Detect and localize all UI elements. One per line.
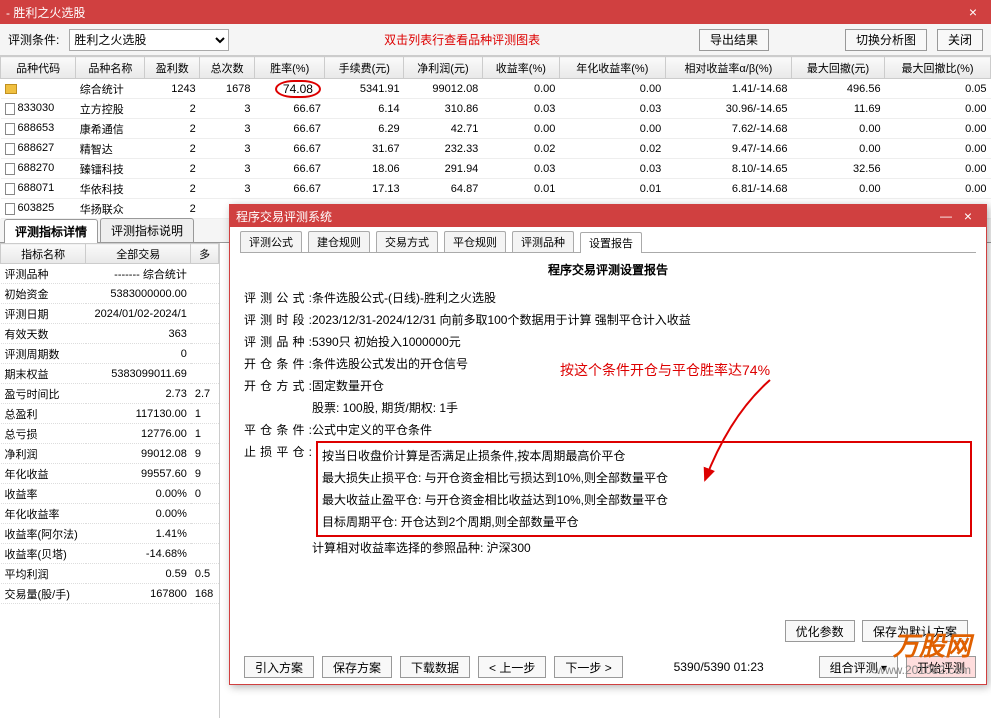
col-header[interactable]: 手续费(元) bbox=[325, 57, 404, 79]
watermark-logo: 万股网 bbox=[876, 626, 971, 663]
watermark: 万股网 www.201082.com bbox=[876, 626, 971, 677]
file-icon bbox=[5, 203, 15, 215]
metric-row: 年化收益率0.00% bbox=[1, 504, 219, 524]
annotation-arrow-icon bbox=[700, 375, 780, 495]
col-header[interactable]: 相对收益率α/β(%) bbox=[665, 57, 791, 79]
metric-row: 净利润99012.089 bbox=[1, 444, 219, 464]
dialog-tab[interactable]: 设置报告 bbox=[580, 232, 642, 253]
tab-desc[interactable]: 评测指标说明 bbox=[100, 218, 194, 242]
result-table: 品种代码品种名称盈利数总次数胜率(%)手续费(元)净利润(元)收益率(%)年化收… bbox=[0, 56, 991, 219]
stop-label: 止损平仓: bbox=[244, 441, 312, 537]
window-title: - 胜利之火选股 bbox=[6, 4, 961, 21]
toolbar-hint: 双击列表行查看品种评测图表 bbox=[235, 31, 689, 48]
dialog-tab[interactable]: 评测品种 bbox=[512, 231, 574, 252]
metric-row: 有效天数363 bbox=[1, 324, 219, 344]
file-icon bbox=[5, 143, 15, 155]
metric-row: 评测周期数0 bbox=[1, 344, 219, 364]
metric-row: 年化收益99557.609 bbox=[1, 464, 219, 484]
dialog-tab[interactable]: 建仓规则 bbox=[308, 231, 370, 252]
folder-icon bbox=[5, 84, 17, 94]
stop-rule: 最大收益止盈平仓: 与开仓资金相比收益达到10%,则全部数量平仓 bbox=[322, 489, 966, 511]
window-titlebar: - 胜利之火选股 × bbox=[0, 0, 991, 24]
dialog-tab[interactable]: 交易方式 bbox=[376, 231, 438, 252]
report-title: 程序交易评测设置报告 bbox=[244, 259, 972, 281]
metric-row: 平均利润0.590.5 bbox=[1, 564, 219, 584]
metric-row: 收益率0.00%0 bbox=[1, 484, 219, 504]
file-icon bbox=[5, 123, 15, 135]
settings-dialog: 程序交易评测系统 — × 评测公式建仓规则交易方式平仓规则评测品种设置报告 程序… bbox=[229, 204, 987, 685]
dialog-close-button[interactable]: × bbox=[956, 208, 980, 224]
switch-chart-button[interactable]: 切换分析图 bbox=[845, 29, 927, 51]
col-header[interactable]: 最大回撤(元) bbox=[792, 57, 885, 79]
table-row[interactable]: 688653康希通信2366.676.2942.710.000.007.62/-… bbox=[1, 119, 991, 139]
table-row[interactable]: 688270臻镭科技2366.6718.06291.940.030.038.10… bbox=[1, 159, 991, 179]
col-header[interactable]: 净利润(元) bbox=[404, 57, 483, 79]
load-scheme-button[interactable]: 引入方案 bbox=[244, 656, 314, 678]
metric-row: 期末权益5383099011.69 bbox=[1, 364, 219, 384]
metric-row: 收益率(贝塔)-14.68% bbox=[1, 544, 219, 564]
dialog-tabs: 评测公式建仓规则交易方式平仓规则评测品种设置报告 bbox=[240, 231, 976, 253]
watermark-url: www.201082.com bbox=[876, 663, 971, 677]
dialog-footer: 引入方案 保存方案 下载数据 < 上一步 下一步 > 5390/5390 01:… bbox=[240, 656, 976, 678]
close-button[interactable]: 关闭 bbox=[937, 29, 983, 51]
col-header[interactable]: 胜率(%) bbox=[254, 57, 324, 79]
stop-rule: 最大损失止损平仓: 与开仓资金相比亏损达到10%,则全部数量平仓 bbox=[322, 467, 966, 489]
toolbar: 评测条件: 胜利之火选股 双击列表行查看品种评测图表 导出结果 切换分析图 关闭 bbox=[0, 24, 991, 56]
dialog-tab[interactable]: 平仓规则 bbox=[444, 231, 506, 252]
download-button[interactable]: 下载数据 bbox=[400, 656, 470, 678]
stop-rule: 按当日收盘价计算是否满足止损条件,按本周期最高价平仓 bbox=[322, 445, 966, 467]
table-row[interactable]: 688627精智达2366.6731.67232.330.020.029.47/… bbox=[1, 139, 991, 159]
col-header[interactable]: 收益率(%) bbox=[482, 57, 559, 79]
dialog-tab[interactable]: 评测公式 bbox=[240, 231, 302, 252]
col-header[interactable]: 品种名称 bbox=[76, 57, 145, 79]
metric-row: 初始资金5383000000.00 bbox=[1, 284, 219, 304]
dialog-title: 程序交易评测系统 bbox=[236, 208, 936, 225]
tab-detail[interactable]: 评测指标详情 bbox=[4, 219, 98, 243]
prev-button[interactable]: < 上一步 bbox=[478, 656, 546, 678]
file-icon bbox=[5, 163, 15, 175]
metric-row: 评测日期2024/01/02-2024/1 bbox=[1, 304, 219, 324]
optimize-button[interactable]: 优化参数 bbox=[785, 620, 855, 642]
file-icon bbox=[5, 183, 15, 195]
col-header[interactable]: 盈利数 bbox=[145, 57, 200, 79]
condition-dropdown[interactable]: 胜利之火选股 bbox=[69, 29, 229, 51]
cond-label: 评测条件: bbox=[8, 31, 59, 48]
metric-row: 总盈利117130.001 bbox=[1, 404, 219, 424]
window-close-button[interactable]: × bbox=[961, 4, 985, 20]
dialog-minimize-button[interactable]: — bbox=[936, 209, 956, 223]
next-button[interactable]: 下一步 > bbox=[554, 656, 622, 678]
file-icon bbox=[5, 103, 15, 115]
metric-row: 盈亏时间比2.732.7 bbox=[1, 384, 219, 404]
col-header[interactable]: 总次数 bbox=[200, 57, 255, 79]
metric-row: 收益率(阿尔法)1.41% bbox=[1, 524, 219, 544]
save-scheme-button[interactable]: 保存方案 bbox=[322, 656, 392, 678]
metrics-panel: 指标名称全部交易多评测品种------- 综合统计初始资金5383000000.… bbox=[0, 243, 220, 718]
col-header[interactable]: 年化收益率(%) bbox=[559, 57, 665, 79]
table-row[interactable]: 综合统计1243167874.085341.9199012.080.000.00… bbox=[1, 79, 991, 99]
col-header[interactable]: 品种代码 bbox=[1, 57, 76, 79]
metric-row: 总亏损12776.001 bbox=[1, 424, 219, 444]
report-body: 程序交易评测设置报告 评测公式:条件选股公式-(日线)-胜利之火选股评测时段:2… bbox=[240, 253, 976, 565]
ref-product: 计算相对收益率选择的参照品种: 沪深300 bbox=[312, 537, 972, 559]
metric-row: 交易量(股/手)167800168 bbox=[1, 584, 219, 604]
metric-row: 评测品种------- 综合统计 bbox=[1, 264, 219, 284]
table-row[interactable]: 833030立方控股2366.676.14310.860.030.0330.96… bbox=[1, 99, 991, 119]
progress-status: 5390/5390 01:23 bbox=[627, 660, 811, 674]
export-button[interactable]: 导出结果 bbox=[699, 29, 769, 51]
col-header[interactable]: 最大回撤比(%) bbox=[885, 57, 991, 79]
stop-rule: 目标周期平仓: 开仓达到2个周期,则全部数量平仓 bbox=[322, 511, 966, 533]
stop-loss-box: 按当日收盘价计算是否满足止损条件,按本周期最高价平仓最大损失止损平仓: 与开仓资… bbox=[316, 441, 972, 537]
table-row[interactable]: 688071华依科技2366.6717.1364.870.010.016.81/… bbox=[1, 179, 991, 199]
